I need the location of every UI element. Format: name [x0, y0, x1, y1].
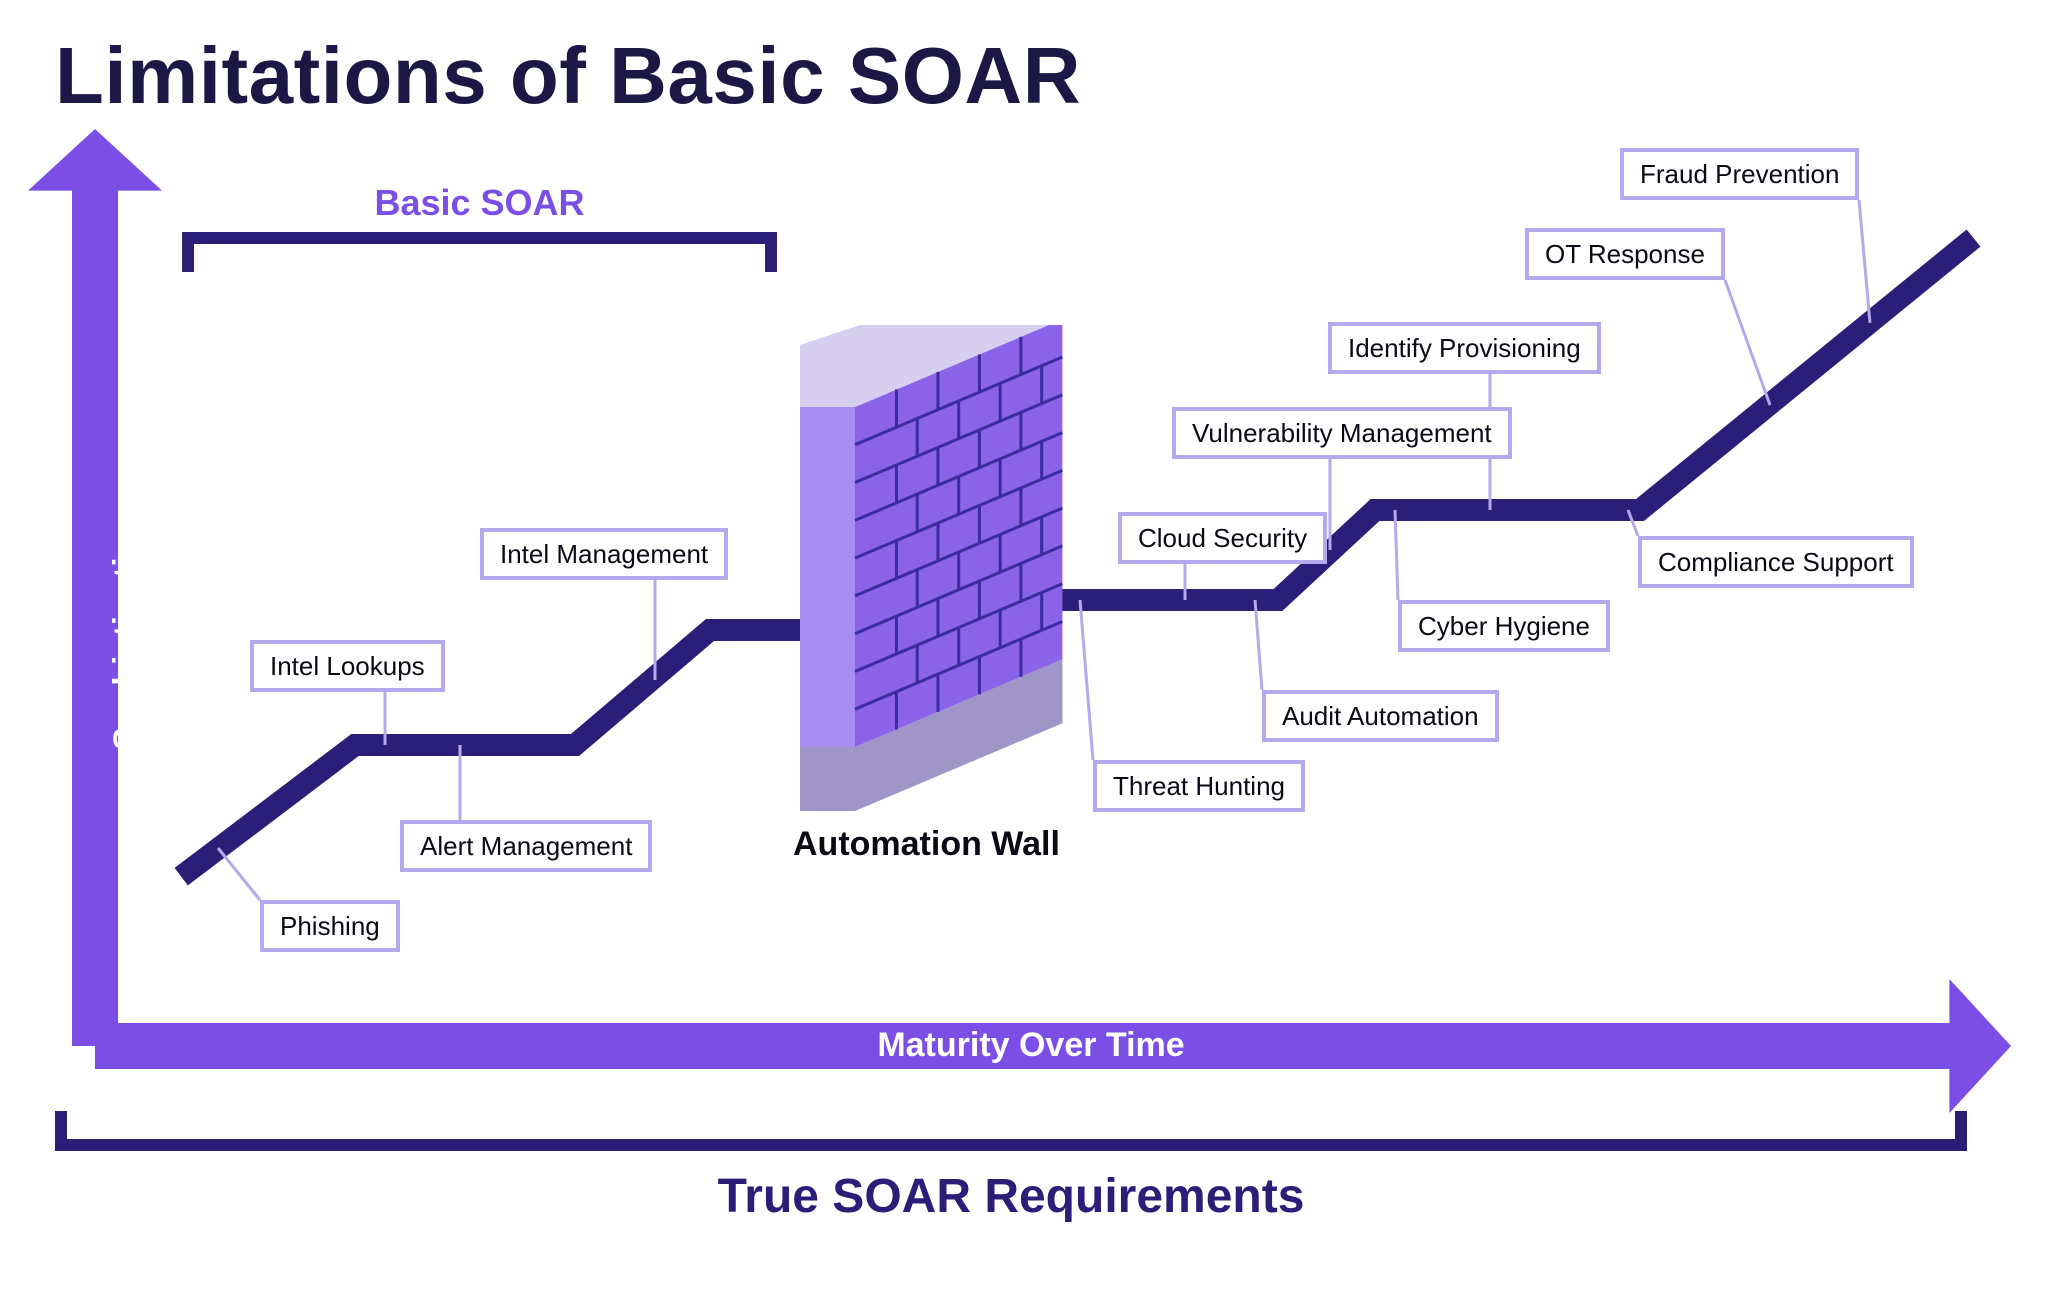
callout-intel-management: Intel Management [480, 528, 728, 580]
callout-identify-provisioning: Identify Provisioning [1328, 322, 1601, 374]
y-axis-label: Sophistication [107, 515, 146, 749]
callout-threat-hunting: Threat Hunting [1093, 760, 1305, 812]
basic-soar-bracket [182, 232, 777, 272]
callout-fraud-prevention: Fraud Prevention [1620, 148, 1859, 200]
callout-audit-automation: Audit Automation [1262, 690, 1499, 742]
automation-wall-graphic [780, 325, 1132, 835]
true-soar-bracket [55, 1111, 1967, 1151]
true-soar-bracket-label: True SOAR Requirements [55, 1169, 1967, 1224]
callout-ot-response: OT Response [1525, 228, 1725, 280]
diagram-title: Limitations of Basic SOAR [55, 30, 1081, 122]
diagram-canvas: Limitations of Basic SOAR Sophistication… [0, 0, 2048, 1303]
callout-cloud-security: Cloud Security [1118, 512, 1327, 564]
callout-vulnerability-mgmt: Vulnerability Management [1172, 407, 1512, 459]
callout-alert-management: Alert Management [400, 820, 652, 872]
x-axis-label: Maturity Over Time [95, 1026, 1967, 1065]
callout-compliance-support: Compliance Support [1638, 536, 1914, 588]
callout-phishing: Phishing [260, 900, 400, 952]
callout-cyber-hygiene: Cyber Hygiene [1398, 600, 1610, 652]
basic-soar-bracket-label: Basic SOAR [182, 182, 777, 224]
automation-wall-label: Automation Wall [793, 825, 1060, 864]
callout-intel-lookups: Intel Lookups [250, 640, 445, 692]
